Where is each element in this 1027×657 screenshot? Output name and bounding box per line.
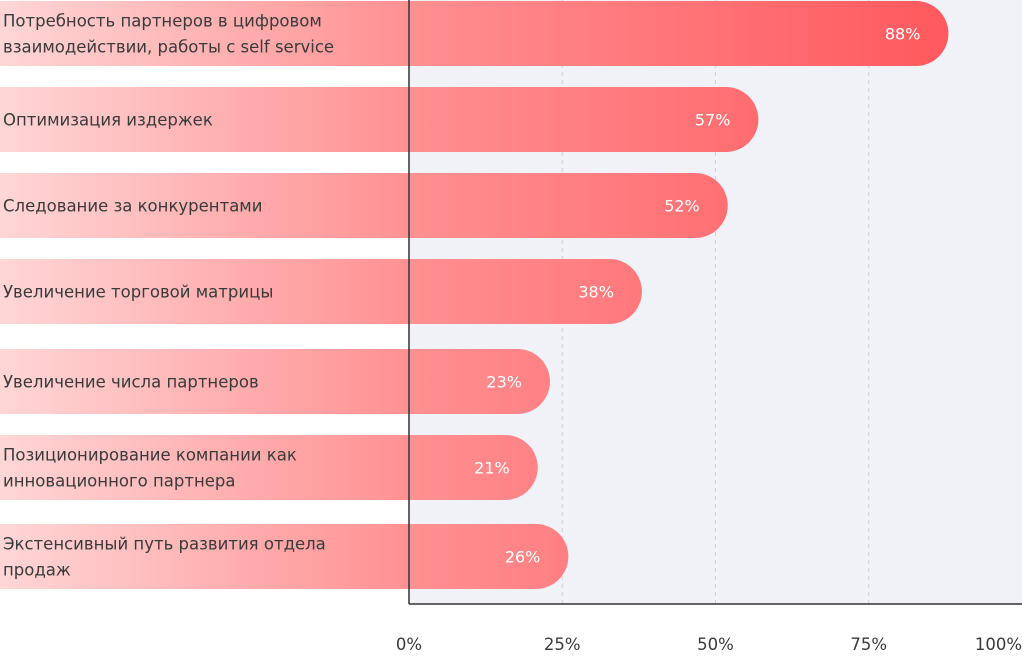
value-label-0: 88% xyxy=(885,25,921,44)
x-tick-label-25: 25% xyxy=(544,635,581,654)
bar-3 xyxy=(0,259,642,324)
bar-6 xyxy=(0,524,569,589)
category-label-2: Следование за конкурентами xyxy=(3,197,262,216)
value-label-5: 21% xyxy=(474,459,510,478)
category-label-4: Увеличение числа партнеров xyxy=(3,373,259,392)
bar-2 xyxy=(0,173,728,238)
bar-0 xyxy=(0,1,949,66)
value-label-6: 26% xyxy=(505,548,541,567)
category-label-6: Экстенсивный путь развития отдела продаж xyxy=(3,535,326,580)
value-label-2: 52% xyxy=(664,197,700,216)
value-label-3: 38% xyxy=(578,283,614,302)
category-label-3: Увеличение торговой матрицы xyxy=(3,283,273,302)
category-label-0: Потребность партнеров в цифровом взаимоде… xyxy=(3,12,334,57)
bar-4 xyxy=(0,349,550,414)
bar-5 xyxy=(0,435,538,500)
value-label-1: 57% xyxy=(695,111,731,130)
x-tick-label-100: 100% xyxy=(975,635,1022,654)
category-label-1: Оптимизация издержек xyxy=(3,111,213,130)
x-tick-label-0: 0% xyxy=(396,635,422,654)
x-tick-label-75: 75% xyxy=(850,635,887,654)
category-label-5: Позиционирование компании как инновационн… xyxy=(3,446,297,491)
bar-1 xyxy=(0,87,759,152)
value-label-4: 23% xyxy=(486,373,522,392)
x-tick-label-50: 50% xyxy=(697,635,734,654)
